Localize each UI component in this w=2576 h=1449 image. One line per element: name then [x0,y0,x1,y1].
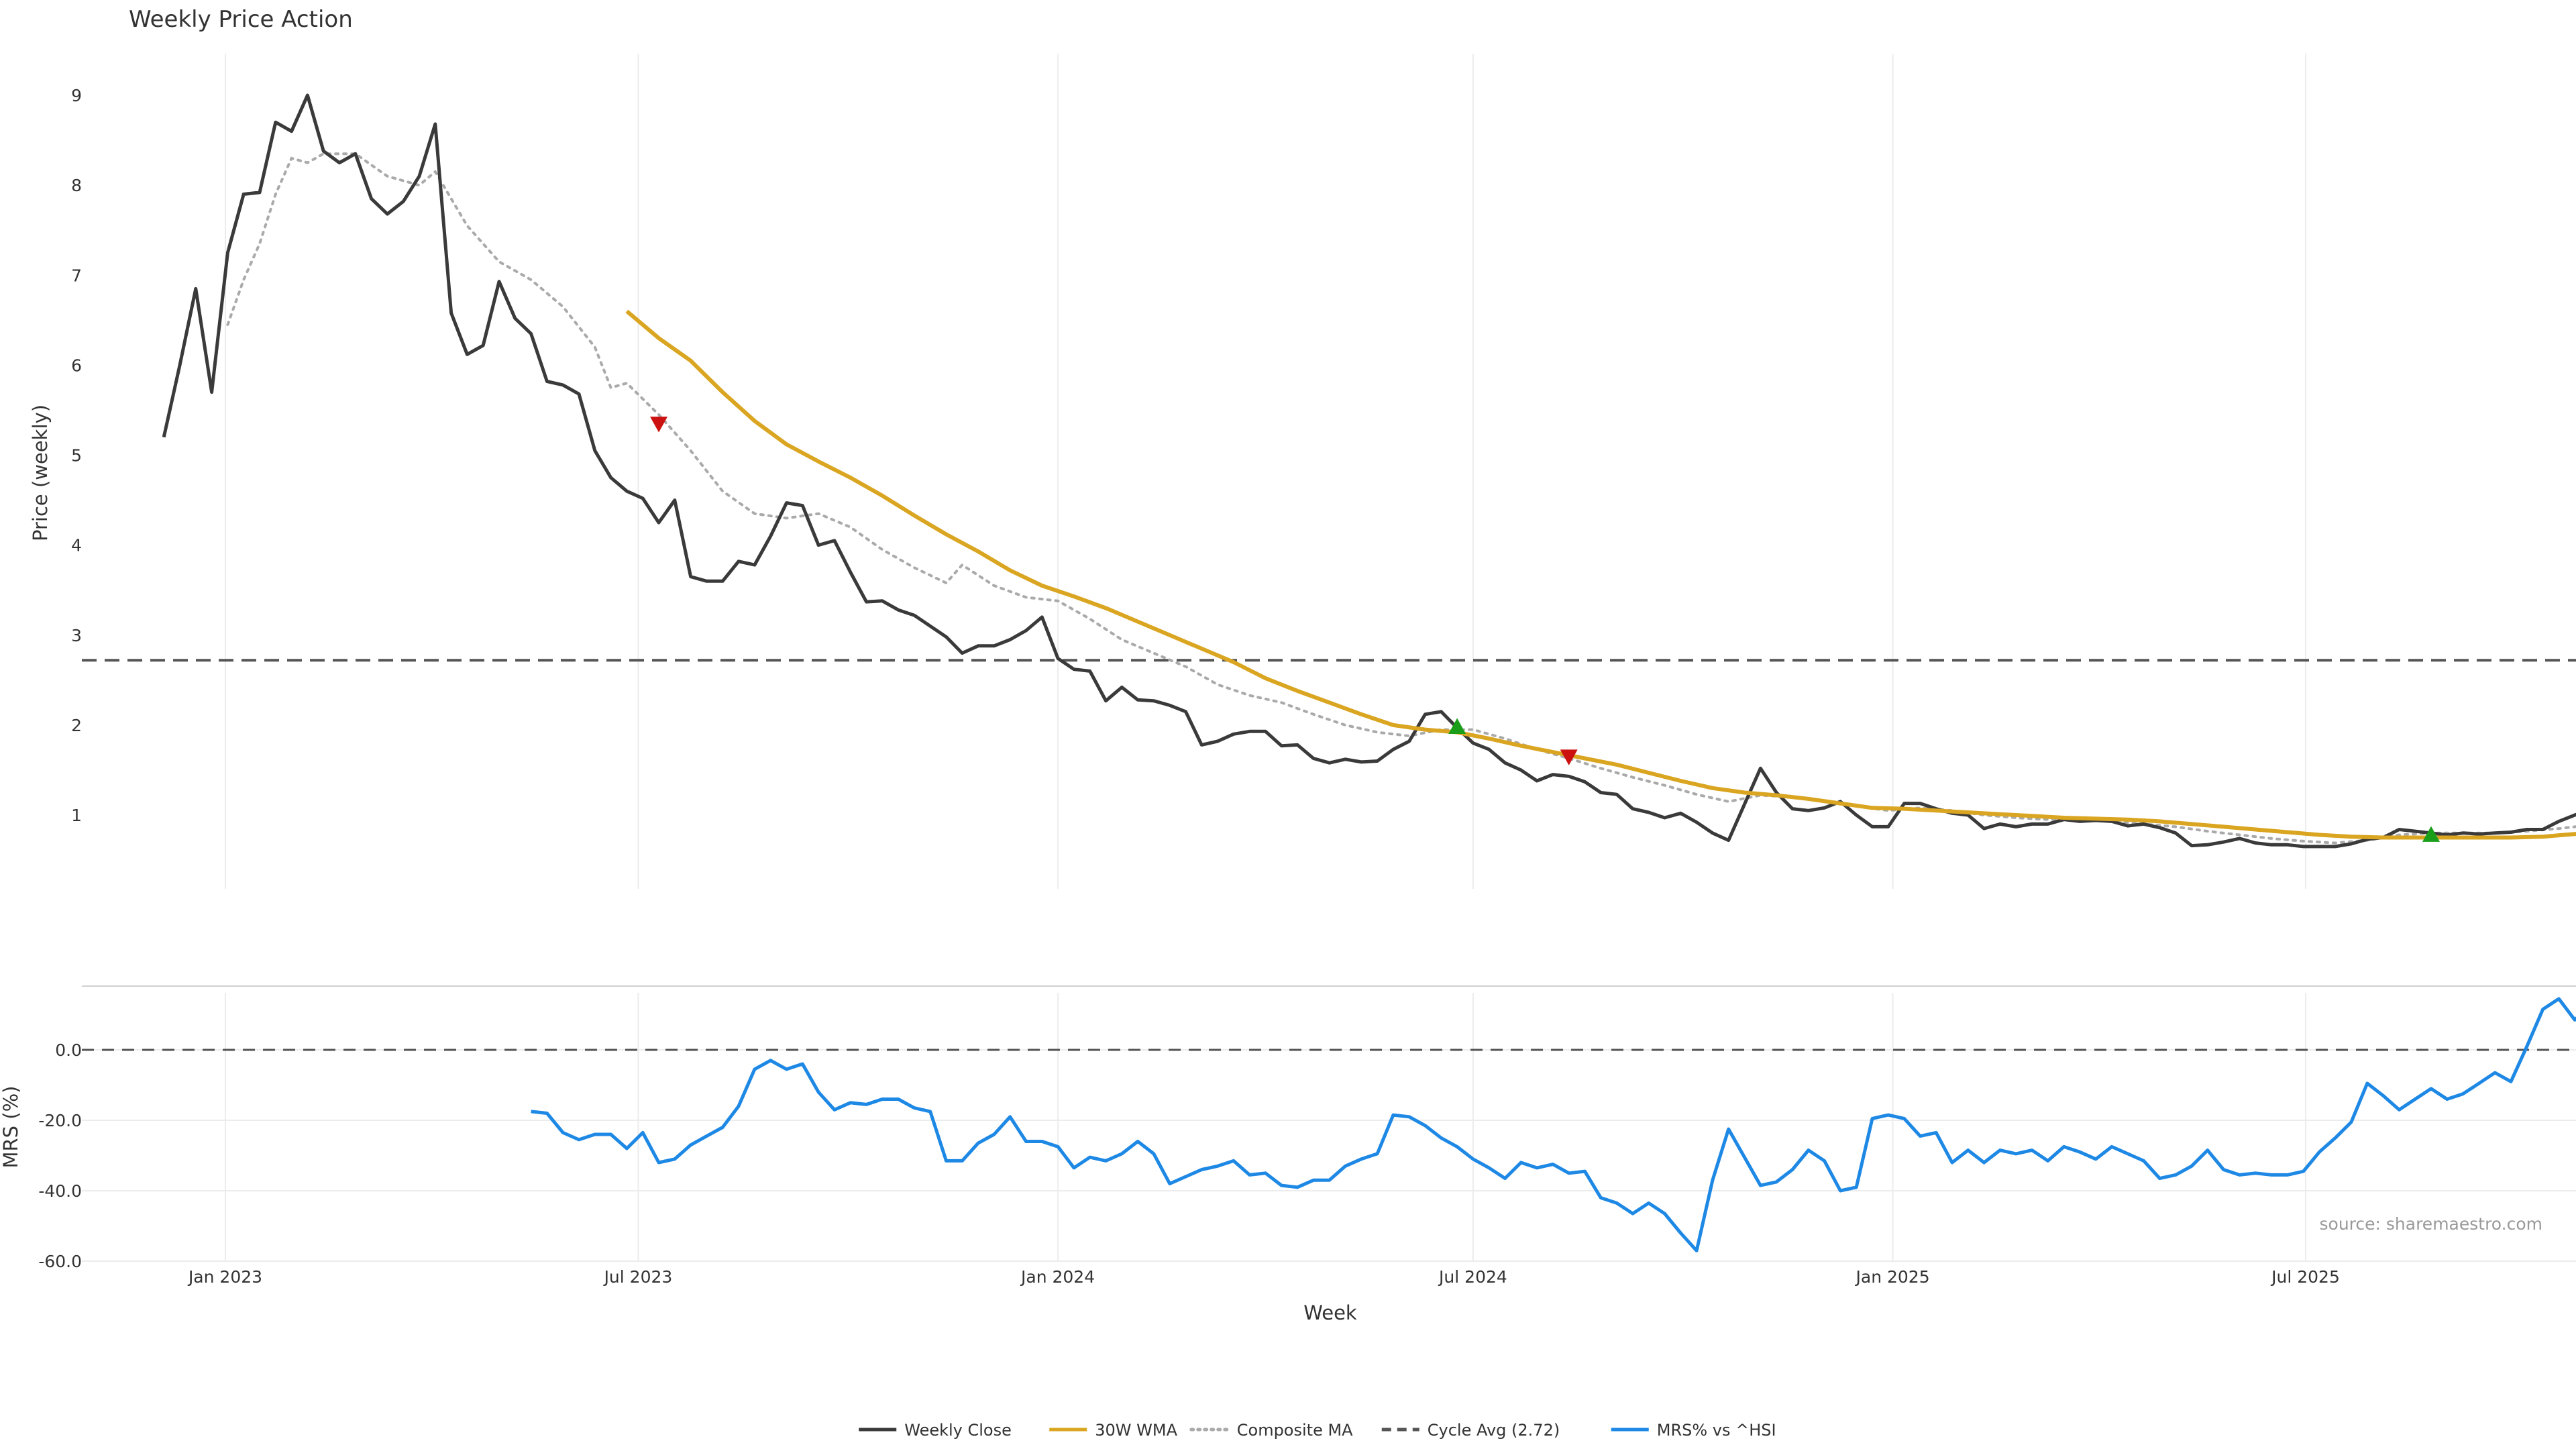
legend-label: Cycle Avg (2.72) [1428,1421,1560,1440]
mrs-y-tick-label: -20.0 [38,1111,82,1130]
x-axis-label: Week [1303,1301,1357,1324]
buy-signal-marker [2422,826,2440,842]
price-y-tick: 1 [71,806,82,825]
mrs-line [531,997,2576,1252]
legend-label: Weekly Close [904,1421,1012,1440]
mrs-y-tick-label: -60.0 [38,1252,82,1271]
legend: Weekly Close 30W WMA Composite MA Cycle Avg… [859,1421,1776,1440]
mrs-y-tick-label: -40.0 [38,1181,82,1201]
price-y-tick: 9 [71,86,82,105]
price-y-tick-label: 3 [71,626,82,645]
x-axis: Jan 2023 Jul 2023 Jan 2024 Jul 2024 Jan 2025… [187,1267,2340,1287]
legend-item: Weekly Close [859,1421,1012,1440]
legend-item: 30W WMA [1049,1421,1178,1440]
price-y-tick-label: 5 [71,446,82,466]
mrs-y-axis: 0.0 -20.0 -40.0 -60.0 [38,1040,82,1271]
price-y-tick: 8 [71,176,82,195]
price-y-tick-label: 4 [71,536,82,555]
x-tick-label: Jan 2024 [1020,1267,1095,1287]
weekly-close-line [162,93,2576,849]
price-y-tick: 7 [71,266,82,285]
sell-signal-marker [1560,749,1578,765]
x-tick-label: Jan 2025 [1855,1267,1930,1287]
source-note: source: sharemaestro.com [2320,1214,2543,1234]
price-y-tick-label: 1 [71,806,82,825]
x-tick-label: Jul 2025 [2270,1267,2340,1287]
legend-item: Composite MA [1189,1421,1353,1440]
mrs-y-tick-label: 0.0 [55,1040,82,1060]
mrs-gridlines [82,993,2576,1262]
legend-label: MRS% vs ^HSI [1657,1421,1776,1440]
price-y-tick: 6 [71,356,82,375]
legend-label: Composite MA [1237,1421,1353,1440]
sell-signal-marker [650,417,668,433]
x-tick-label: Jul 2023 [603,1267,673,1287]
x-tick-label: Jan 2023 [187,1267,262,1287]
price-y-tick: 5 [71,446,82,466]
price-y-tick: 4 [71,536,82,555]
price-y-tick-label: 9 [71,86,82,105]
price-y-axis: 1 2 3 4 5 6 7 8 9 [71,86,82,825]
composite-ma-line [226,152,2576,845]
price-y-tick-label: 8 [71,176,82,195]
mrs-series [531,997,2576,1252]
buy-signal-marker [1448,718,1466,734]
price-y-tick-label: 6 [71,356,82,375]
x-tick-label: Jul 2024 [1438,1267,1507,1287]
legend-label: 30W WMA [1095,1421,1177,1440]
chart-title: Weekly Price Action [129,6,353,33]
legend-item: Cycle Avg (2.72) [1381,1421,1560,1440]
price-y-tick-label: 7 [71,266,82,285]
price-y-tick: 3 [71,626,82,645]
composite-ma-series [226,152,2576,845]
price-y-tick-label: 2 [71,716,82,735]
wma-30w-line [625,309,2576,840]
price-gridlines [225,54,2306,889]
legend-item: MRS% vs ^HSI [1611,1421,1776,1440]
signal-markers [650,417,2440,842]
weekly-close-series [162,93,2576,849]
mrs-y-axis-label: MRS (%) [0,1086,22,1169]
wma-30w-series [625,309,2576,840]
price-y-axis-label: Price (weekly) [29,405,52,541]
price-y-tick: 2 [71,716,82,735]
